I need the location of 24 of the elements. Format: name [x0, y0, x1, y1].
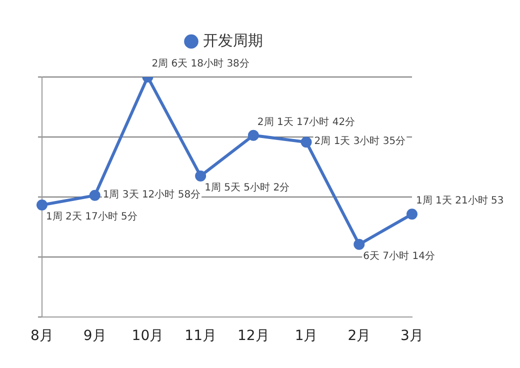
point — [300, 136, 312, 148]
annotation: 1周 2天 17小时 5分 — [46, 210, 138, 223]
point — [406, 208, 418, 220]
x-tick-label: 1月 — [294, 328, 318, 344]
annotation: 6天 7小时 14分 — [363, 250, 435, 262]
x-tick-label: 12月 — [238, 328, 270, 344]
point — [195, 170, 206, 182]
x-tick-label: 9月 — [83, 328, 106, 344]
x-tick-label: 3月 — [400, 328, 424, 344]
annotation: 1周 1天 21小时 53 — [416, 194, 504, 207]
point — [248, 130, 259, 141]
annotation: 2周 1天 3小时 35分 — [314, 135, 406, 148]
x-tick-label: 8月 — [30, 328, 54, 344]
x-tick-label: 10月 — [132, 328, 164, 344]
annotation: 1周 3天 12小时 58分 — [102, 188, 201, 201]
point — [354, 238, 365, 250]
x-tick-label: 11月 — [184, 328, 216, 344]
annotation: 2周 6天 18小时 38分 — [152, 58, 250, 70]
legend-label: 开发周期 — [202, 31, 263, 50]
x-tick-label: 2月 — [348, 328, 371, 344]
annotation: 1周 5天 5小时 2分 — [204, 182, 290, 194]
point — [36, 200, 48, 211]
annotation: 2周 1天 17小时 42分 — [257, 116, 356, 128]
point — [89, 190, 100, 201]
